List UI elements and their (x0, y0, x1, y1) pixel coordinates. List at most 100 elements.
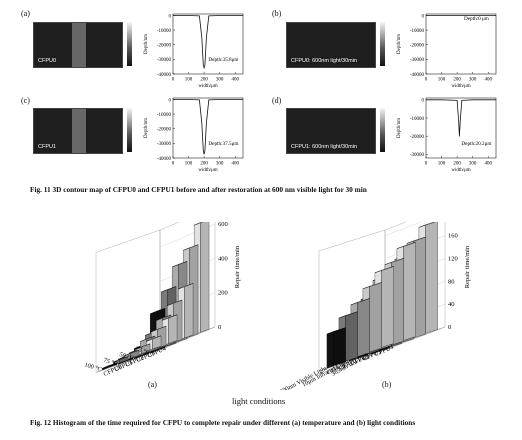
x-tick-label: 0 (172, 162, 175, 167)
bar-side-face (168, 314, 178, 344)
column-tick-label: 50 °C (119, 351, 135, 362)
x-axis-label: width/μm (451, 168, 470, 173)
x-tick-label: 200 (200, 78, 208, 83)
bar-top-face (418, 222, 436, 228)
sample-3d-image-d: CFPU1: 600nm light/30min (286, 108, 376, 154)
depth-annotation: Depth:35.8μm (208, 57, 238, 63)
column-tick-label: 100 °C (84, 361, 103, 373)
z-gridline (384, 326, 446, 351)
panel-letter-b: (b) (272, 9, 282, 18)
z-gridline (159, 326, 216, 351)
bar-top-face (151, 326, 167, 332)
z-tick-label: 0 (218, 324, 221, 331)
figure-12-caption: Fig. 12 Histogram of the time required f… (30, 418, 416, 427)
y-axis-label: Depth/nm (144, 118, 149, 138)
x-tick-label: 200 (453, 78, 461, 83)
y-tick-label: -20000 (157, 128, 172, 133)
bar-top-face (162, 314, 178, 321)
column-tick-label: 75 °C (103, 357, 119, 368)
bar-top-face (384, 258, 404, 265)
bar-side-face (357, 298, 370, 357)
depth-annotation: Depth:20.2μm (461, 141, 491, 147)
y-tick-label: -30000 (157, 142, 172, 147)
y-tick-label: -20000 (410, 44, 425, 49)
z-tick-label: 600 (218, 222, 228, 228)
bar-top-face (183, 244, 199, 251)
panel-letter-c: (c) (21, 96, 30, 105)
y-tick-label: 0 (169, 98, 172, 103)
bar-top-face (150, 308, 166, 314)
x-tick-label: 100 (185, 162, 193, 167)
panel-letter-12a: (a) (148, 380, 157, 389)
z-tick-label: 120 (448, 255, 458, 262)
column-tick-label: 25 °C (135, 346, 151, 357)
bar-side-face (381, 266, 394, 348)
y-tick-label: 0 (422, 99, 425, 104)
x-tick-label: 100 (185, 78, 193, 83)
x-tick-label: 100 (438, 162, 446, 167)
sample-3d-image-b: CFPU0: 600nm light/30min (286, 22, 376, 68)
x-tick-label: 300 (469, 78, 477, 83)
z-axis-label: Repair time/min (234, 245, 241, 288)
depth-profile-line (426, 99, 496, 137)
bar-top-face (326, 327, 346, 335)
sample-label-a: CFPU0 (38, 58, 57, 64)
bar-top-face (374, 266, 394, 273)
y-tick-label: -20000 (410, 135, 425, 140)
y-tick-label: 0 (169, 14, 172, 19)
bar-top-face (156, 314, 172, 321)
bar-top-face (396, 242, 416, 249)
bar-top-face (178, 283, 194, 290)
y-tick-label: -30000 (157, 58, 172, 63)
x-tick-label: 0 (425, 162, 428, 167)
bar-side-face (369, 282, 382, 353)
y-tick-label: -40000 (410, 73, 425, 78)
y-tick-label: -40000 (157, 73, 172, 78)
depth-profile-line (173, 15, 243, 70)
scratch-stripe (72, 109, 86, 153)
sample-label-c: CFPU1 (38, 144, 57, 150)
light-conditions-label: light conditions (232, 396, 286, 406)
bar-top-face (172, 261, 188, 268)
bar-front-face (326, 331, 334, 369)
z-axis-label: Repair time/min (464, 245, 471, 288)
bar-top-face (338, 311, 358, 319)
panel-letter-d: (d) (272, 96, 282, 105)
bar-side-face (345, 311, 358, 362)
depth-annotation: Depth:0 μm (464, 16, 489, 22)
z-tick-label: 400 (218, 255, 228, 262)
bar-top-face (167, 299, 183, 306)
bar-side-face (403, 242, 416, 341)
y-tick-label: -10000 (410, 117, 425, 122)
sample-3d-image-c: CFPU1 (33, 108, 123, 154)
y-tick-label: -30000 (410, 153, 425, 158)
bar-side-face (425, 222, 438, 334)
x-axis-label: width/μm (451, 84, 470, 89)
x-tick-label: 200 (453, 162, 461, 167)
bar-top-face (406, 236, 426, 244)
x-axis-label: width/μm (198, 84, 217, 89)
x-axis-label: width/μm (198, 168, 217, 173)
sample-label-d: CFPU1: 600nm light/30min (291, 144, 358, 150)
colorbar-b (380, 22, 385, 66)
bar-top-face (124, 349, 140, 356)
bar-top-face (102, 362, 118, 369)
y-tick-label: -10000 (157, 29, 172, 34)
bar-top-face (135, 343, 151, 350)
y-axis-label: Depth/nm (397, 34, 402, 54)
bar-top-face (140, 335, 156, 342)
bar3d-chart-b: 04080120160200Repair time/minCFPU0CFPU1C… (279, 222, 471, 390)
plot-frame (425, 13, 497, 75)
bar-top-face (362, 282, 382, 289)
bar-top-face (113, 356, 129, 363)
z-tick-label: 0 (448, 324, 451, 331)
colorbar-d (380, 108, 385, 152)
colorbar-a (127, 22, 132, 66)
y-tick-label: -30000 (410, 58, 425, 63)
plot-frame (172, 13, 244, 75)
